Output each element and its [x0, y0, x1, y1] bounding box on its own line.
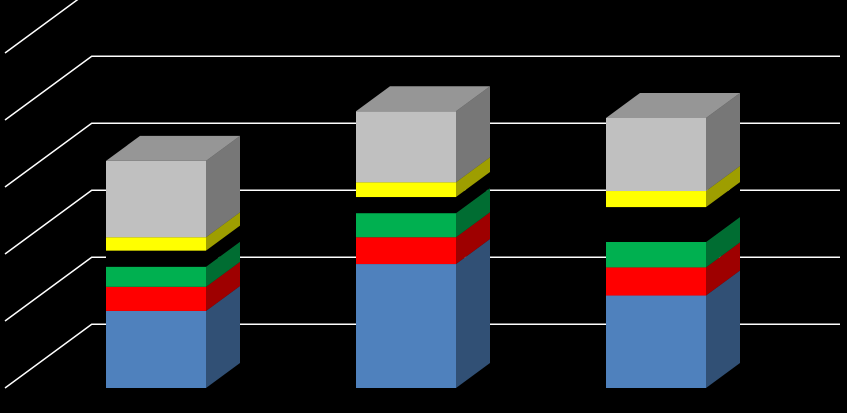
bar-front-1-3	[356, 197, 456, 214]
bar-side-1-4	[456, 157, 490, 198]
column-1	[356, 86, 490, 388]
bar-top-0	[106, 135, 240, 161]
bar-side-2-3	[706, 182, 740, 242]
bar-front-0-2	[106, 266, 206, 287]
bar-side-1-5	[456, 86, 490, 183]
bar-side-0-1	[206, 261, 240, 311]
bar-top-2	[606, 92, 740, 118]
bar-segment-1-2	[356, 188, 490, 238]
bar-front-2-4	[606, 191, 706, 208]
bar-segment-0-5	[106, 135, 240, 238]
gridline-1	[4, 256, 840, 322]
gridline-3	[4, 122, 840, 188]
bar-segment-2-4	[606, 166, 740, 208]
bar-segment-0-4	[106, 212, 240, 251]
bar-front-1-1	[356, 237, 456, 265]
bar-side-1-3	[456, 172, 490, 214]
bar-front-1-0	[356, 264, 456, 388]
bar-side-2-2	[706, 216, 740, 268]
bar-segment-2-1	[606, 242, 740, 296]
gridline-2	[4, 189, 840, 255]
bar-front-2-2	[606, 241, 706, 268]
bar-front-2-3	[606, 207, 706, 242]
column-2	[606, 92, 740, 388]
bar-segment-1-5	[356, 86, 490, 183]
bar-front-0-1	[106, 286, 206, 311]
bar-segment-0-1	[106, 261, 240, 311]
bar-segment-0-2	[106, 241, 240, 287]
bar-side-1-0	[456, 239, 490, 388]
column-0	[106, 135, 240, 388]
grid-layer	[4, 0, 840, 389]
bar-side-0-5	[206, 135, 240, 238]
bar-side-0-2	[206, 241, 240, 287]
gridline-4	[4, 55, 840, 121]
bar-side-0-3	[206, 225, 240, 267]
bar-segment-2-3	[606, 182, 740, 242]
gridline-5	[4, 0, 79, 54]
bar-side-0-0	[206, 285, 240, 388]
bar-front-0-5	[106, 160, 206, 238]
bar-front-1-4	[356, 182, 456, 198]
bars-layer	[106, 86, 740, 388]
bar-segment-0-0	[106, 285, 240, 388]
bar-side-1-2	[456, 188, 490, 238]
bar-top-1	[356, 86, 490, 112]
bar-segment-1-1	[356, 212, 490, 265]
bar-front-2-0	[606, 295, 706, 388]
bar-segment-2-5	[606, 92, 740, 192]
bar-front-1-5	[356, 111, 456, 183]
bar-side-2-1	[706, 242, 740, 296]
bar-front-2-5	[606, 117, 706, 192]
bar-segment-2-0	[606, 270, 740, 388]
bar-side-1-1	[456, 212, 490, 265]
bar-side-2-4	[706, 166, 740, 208]
bar-side-2-0	[706, 270, 740, 388]
bar-segment-2-2	[606, 216, 740, 268]
gridline-0	[4, 323, 840, 389]
bar-segment-1-3	[356, 172, 490, 214]
bar-segment-0-3	[106, 225, 240, 267]
bar-front-0-4	[106, 237, 206, 251]
bar-side-2-5	[706, 92, 740, 192]
bar-front-0-3	[106, 250, 206, 267]
bar-front-1-2	[356, 213, 456, 238]
bar-segment-1-4	[356, 157, 490, 198]
bar-side-0-4	[206, 212, 240, 251]
bar-front-2-1	[606, 267, 706, 296]
bar-segment-1-0	[356, 239, 490, 388]
bar-front-0-0	[106, 310, 206, 388]
